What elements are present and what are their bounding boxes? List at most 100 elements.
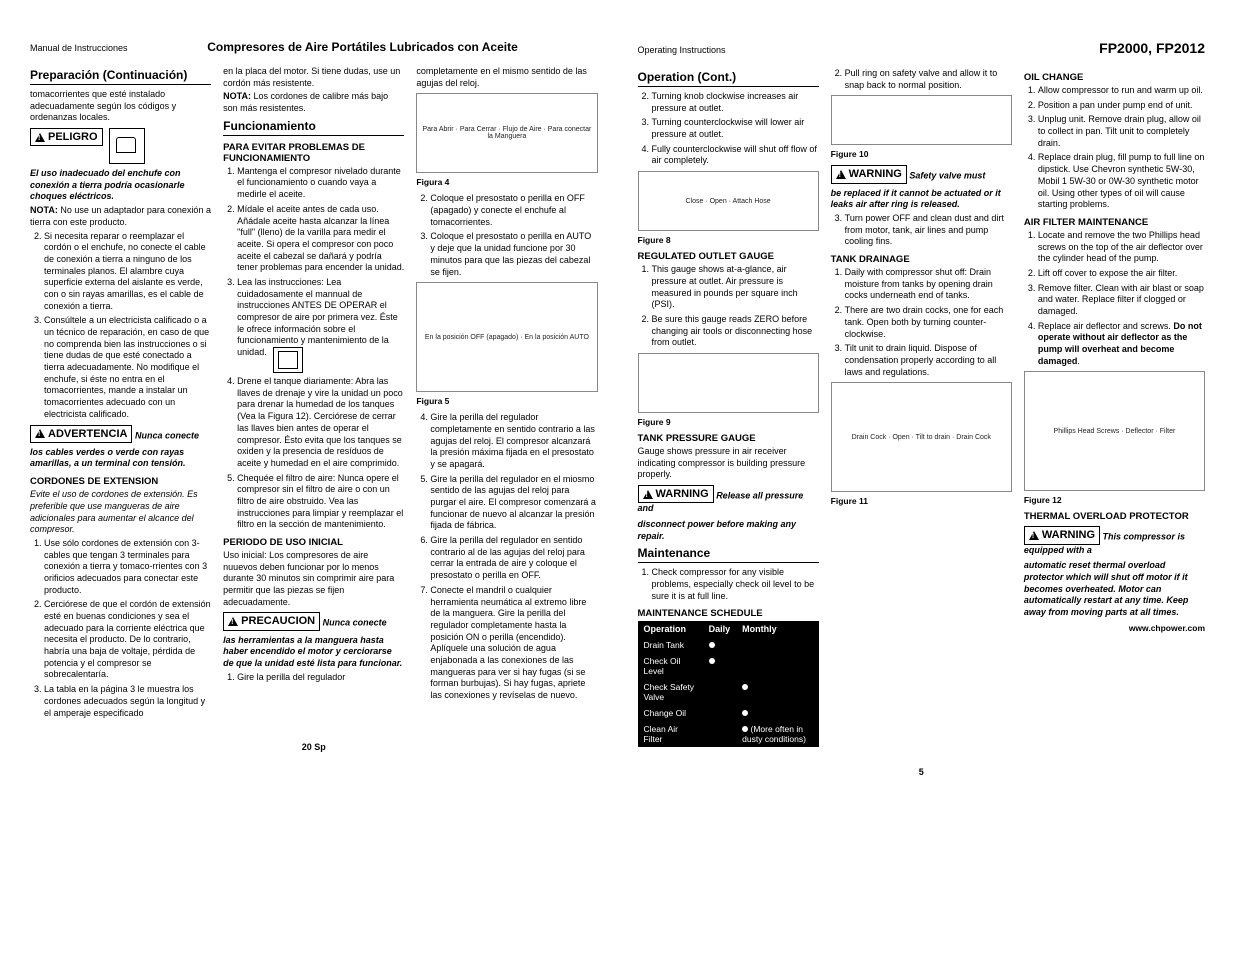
list: Coloque el presostato o perilla en OFF (…	[430, 193, 597, 278]
text: NOTA: Los cordones de calibre más bajo s…	[223, 91, 404, 114]
list-item: Locate and remove the two Phillips head …	[1038, 230, 1205, 265]
list: Allow compressor to run and warm up oil.…	[1038, 85, 1205, 211]
list-item: Coloque el presostato o perilla en AUTO …	[430, 231, 597, 278]
figure-10-caption: Figure 10	[831, 149, 1012, 159]
advertencia-label: ADVERTENCIA	[30, 425, 132, 443]
list: Gire la perilla del regulador	[237, 672, 404, 684]
list-item: Cerciórese de que el cordón de extensión…	[44, 599, 211, 681]
heading-tank-drainage: TANK DRAINAGE	[831, 254, 1012, 265]
heading-maintenance: Maintenance	[638, 546, 819, 563]
warning-label: WARNING	[831, 165, 907, 183]
left-page-header: Manual de Instrucciones Compresores de A…	[30, 40, 598, 54]
figure-9-caption: Figure 9	[638, 417, 819, 427]
list-item: Daily with compressor shut off: Drain mo…	[845, 267, 1012, 302]
list-item: Remove filter. Clean with air blast or s…	[1038, 283, 1205, 318]
list-item: Gire la perilla del regulador	[237, 672, 404, 684]
list-item: Si necesita reparar o reemplazar el cord…	[44, 231, 211, 313]
right-page: Operating Instructions FP2000, FP2012 Op…	[638, 40, 1206, 777]
list-item: Pull ring on safety valve and allow it t…	[845, 68, 1012, 91]
figure-5-caption: Figura 5	[416, 396, 597, 406]
left-page: Manual de Instrucciones Compresores de A…	[30, 40, 598, 777]
right-col-3: OIL CHANGE Allow compressor to run and w…	[1024, 66, 1205, 747]
left-col-3: completamente en el mismo sentido de las…	[416, 64, 597, 722]
figure-4-caption: Figura 4	[416, 177, 597, 187]
list-item: This gauge shows at-a-glance, air pressu…	[652, 264, 819, 311]
advertencia-block: ADVERTENCIA Nunca conecte	[30, 425, 211, 443]
figure-11-diagram: Drain Cock · Open · Tilt to drain · Drai…	[831, 382, 1012, 492]
header-center: Compresores de Aire Portátiles Lubricado…	[207, 40, 518, 54]
heading-evitar: PARA EVITAR PROBLEMAS DE FUNCIONAMIENTO	[223, 142, 404, 164]
list-item: Mídale el aceite antes de cada uso. Añád…	[237, 204, 404, 274]
list: This gauge shows at-a-glance, air pressu…	[652, 264, 819, 349]
col-daily: Daily	[703, 621, 737, 637]
warning-triangle-icon	[836, 170, 846, 179]
list-item: Gire la perilla del regulador completame…	[430, 412, 597, 470]
list-item: There are two drain cocks, one for each …	[845, 305, 1012, 340]
list-item: Consúltele a un electricista calificado …	[44, 315, 211, 420]
precaucion-text: las herramientas a la manguera hasta hab…	[223, 635, 404, 670]
precaucion-label: PRECAUCION	[223, 612, 320, 630]
heading-tank-pressure: TANK PRESSURE GAUGE	[638, 433, 819, 444]
list-item: Replace drain plug, fill pump to full li…	[1038, 152, 1205, 210]
list-item: Check compressor for any visible problem…	[652, 567, 819, 602]
list-item: Allow compressor to run and warm up oil.	[1038, 85, 1205, 97]
list: Daily with compressor shut off: Drain mo…	[845, 267, 1012, 378]
warning-text: be replaced if it cannot be actuated or …	[831, 188, 1012, 211]
heading-thermal: THERMAL OVERLOAD PROTECTOR	[1024, 511, 1205, 522]
list-item: Position a pan under pump end of unit.	[1038, 100, 1205, 112]
list: Use sólo cordones de extensión con 3-cab…	[44, 538, 211, 719]
list-item: Fully counterclockwise will shut off flo…	[652, 144, 819, 167]
table-row: Check Oil Level	[638, 653, 819, 679]
list-item: Unplug unit. Remove drain plug, allow oi…	[1038, 114, 1205, 149]
warning-triangle-icon	[1029, 531, 1039, 540]
left-col-1: Preparación (Continuación) tomacorriente…	[30, 64, 211, 722]
list-item: Turning counterclockwise will lower air …	[652, 117, 819, 140]
header-left: Manual de Instrucciones	[30, 43, 128, 53]
list-item: Coloque el presostato o perilla en OFF (…	[430, 193, 597, 228]
warning-thermal-block: WARNING This compressor is equipped with…	[1024, 526, 1205, 556]
warning-label: WARNING	[1024, 526, 1100, 544]
table-row: Drain Tank	[638, 637, 819, 653]
left-col-2: en la placa del motor. Si tiene dudas, u…	[223, 64, 404, 722]
heading-air-filter: AIR FILTER MAINTENANCE	[1024, 217, 1205, 228]
warning-triangle-icon	[228, 617, 238, 626]
figure-12-caption: Figure 12	[1024, 495, 1205, 505]
list-item: Use sólo cordones de extensión con 3-cab…	[44, 538, 211, 596]
table-row: Check Safety Valve	[638, 679, 819, 705]
right-columns: Operation (Cont.) Turning knob clockwise…	[638, 66, 1206, 747]
figure-4-diagram: Para Abrir · Para Cerrar · Flujo de Aire…	[416, 93, 597, 173]
list: Check compressor for any visible problem…	[652, 567, 819, 602]
text: Gauge shows pressure in air receiver ind…	[638, 446, 819, 481]
heading-funcionamiento: Funcionamiento	[223, 119, 404, 136]
heading-schedule: MAINTENANCE SCHEDULE	[638, 608, 819, 619]
advertencia-text: los cables verdes o verde con rayas amar…	[30, 447, 211, 470]
figure-9-diagram	[638, 353, 819, 413]
figure-5-diagram: En la posición OFF (apagado) · En la pos…	[416, 282, 597, 392]
list-item: Tilt unit to drain liquid. Dispose of co…	[845, 343, 1012, 378]
peligro-text: El uso inadecuado del enchufe con conexi…	[30, 168, 211, 203]
text: NOTA: No use un adaptador para conexión …	[30, 205, 211, 228]
list: Turning knob clockwise increases air pre…	[652, 91, 819, 167]
list-item: Lea las instrucciones: Lea cuidadosament…	[237, 277, 404, 373]
list-item: Lift off cover to expose the air filter.	[1038, 268, 1205, 280]
text: completamente en el mismo sentido de las…	[416, 66, 597, 89]
list-item: Be sure this gauge reads ZERO before cha…	[652, 314, 819, 349]
left-footer: 20 Sp	[30, 742, 598, 752]
text: Uso inicial: Los compresores de aire nuu…	[223, 550, 404, 608]
list: Gire la perilla del regulador completame…	[430, 412, 597, 702]
list-item: Chequée el filtro de aire: Nunca opere e…	[237, 473, 404, 531]
heading-preparacion: Preparación (Continuación)	[30, 68, 211, 85]
heading-operation: Operation (Cont.)	[638, 70, 819, 87]
list-item: Conecte el mandril o cualquier herramien…	[430, 585, 597, 702]
list: Pull ring on safety valve and allow it t…	[845, 68, 1012, 91]
list-item: Turning knob clockwise increases air pre…	[652, 91, 819, 114]
electric-hand-icon	[109, 128, 145, 164]
col-monthly: Monthly	[736, 621, 819, 637]
figure-8-caption: Figure 8	[638, 235, 819, 245]
table-row: Clean Air Filter (More often in dusty co…	[638, 721, 819, 747]
col-op: Operation	[638, 621, 703, 637]
figure-11-caption: Figure 11	[831, 496, 1012, 506]
list: Locate and remove the two Phillips head …	[1038, 230, 1205, 368]
warning-triangle-icon	[35, 429, 45, 438]
heading-oil-change: OIL CHANGE	[1024, 72, 1205, 83]
